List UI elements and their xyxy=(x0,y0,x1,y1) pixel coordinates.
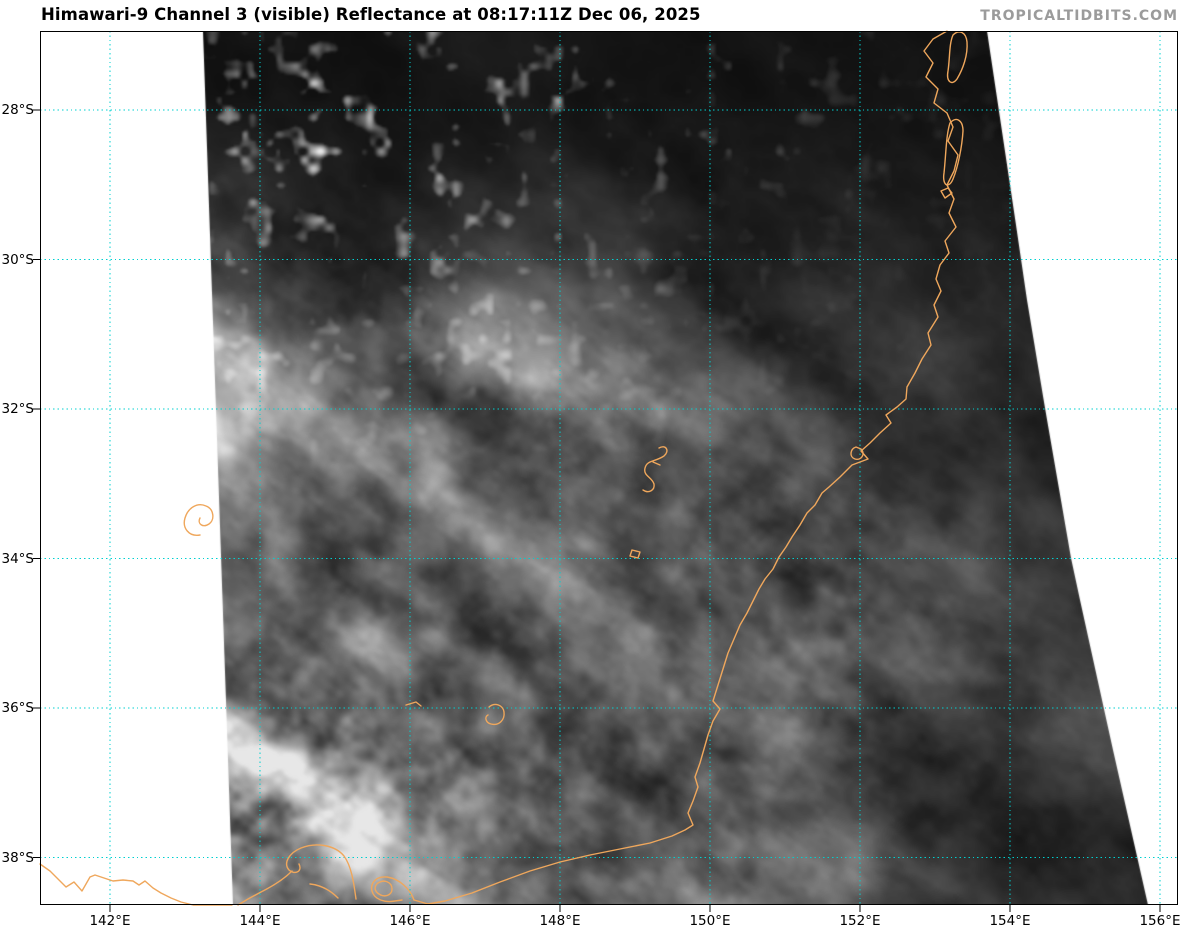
lon-tick-label: 154°E xyxy=(989,913,1031,929)
lon-tick-label: 144°E xyxy=(239,913,281,929)
image-title: Himawari-9 Channel 3 (visible) Reflectan… xyxy=(41,5,701,24)
lat-tick-label: 28°S xyxy=(1,102,35,118)
lon-tick-label: 150°E xyxy=(689,913,731,929)
lon-tick-label: 152°E xyxy=(839,913,881,929)
lon-tick-label: 142°E xyxy=(89,913,131,929)
lat-tick-label: 38°S xyxy=(1,849,35,866)
lon-tick-label: 146°E xyxy=(389,913,431,929)
lat-tick-label: 32°S xyxy=(1,401,35,417)
lat-tick-label: 30°S xyxy=(1,251,35,268)
lat-tick-label: 36°S xyxy=(1,700,35,716)
lon-tick-label: 156°E xyxy=(1139,913,1181,929)
lat-tick-label: 34°S xyxy=(1,550,35,567)
tropicaltidbits-watermark: TROPICALTIDBITS.COM xyxy=(980,8,1178,24)
lon-tick-label: 148°E xyxy=(539,913,581,929)
satellite-imagery-canvas xyxy=(40,31,1178,905)
